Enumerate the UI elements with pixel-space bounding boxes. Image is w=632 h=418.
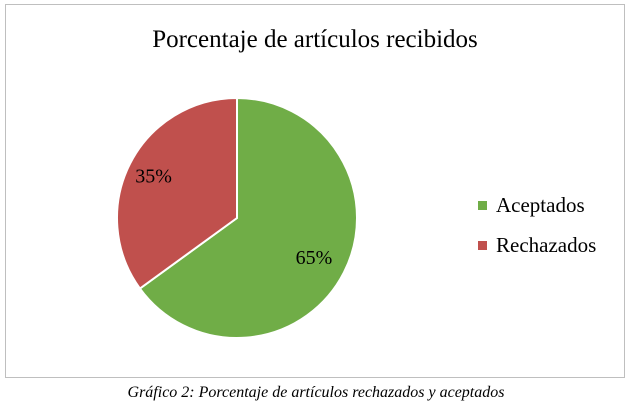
pie-slice-aceptados [138, 96, 358, 339]
legend-swatch-rechazados [478, 240, 487, 250]
chart-title: Porcentaje de artículos recibidos [152, 26, 478, 53]
legend: Aceptados Rechazados [478, 185, 596, 265]
legend-swatch-aceptados [478, 200, 487, 210]
legend-item-aceptados: Aceptados [478, 185, 596, 225]
chart-area: Porcentaje de artículos recibidos 65% 35%… [5, 4, 625, 378]
legend-item-rechazados: Rechazados [478, 225, 596, 265]
pie-chart: 65% 35% [116, 96, 358, 339]
legend-label-aceptados: Aceptados [496, 192, 585, 217]
figure-caption: Gráfico 2: Porcentaje de artículos recha… [127, 384, 505, 401]
pie-slice-rechazados [116, 96, 238, 290]
legend-label-rechazados: Rechazados [496, 232, 597, 257]
data-label-aceptados: 65% [296, 247, 333, 269]
data-label-rechazados: 35% [135, 166, 172, 188]
